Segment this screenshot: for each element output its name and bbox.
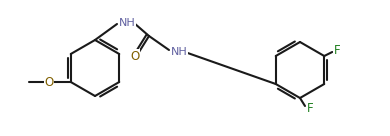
Text: O: O [44,75,53,89]
Text: F: F [334,44,340,56]
Text: NH: NH [171,47,188,57]
Text: O: O [130,50,140,63]
Text: NH: NH [119,18,136,28]
Text: F: F [307,101,313,115]
